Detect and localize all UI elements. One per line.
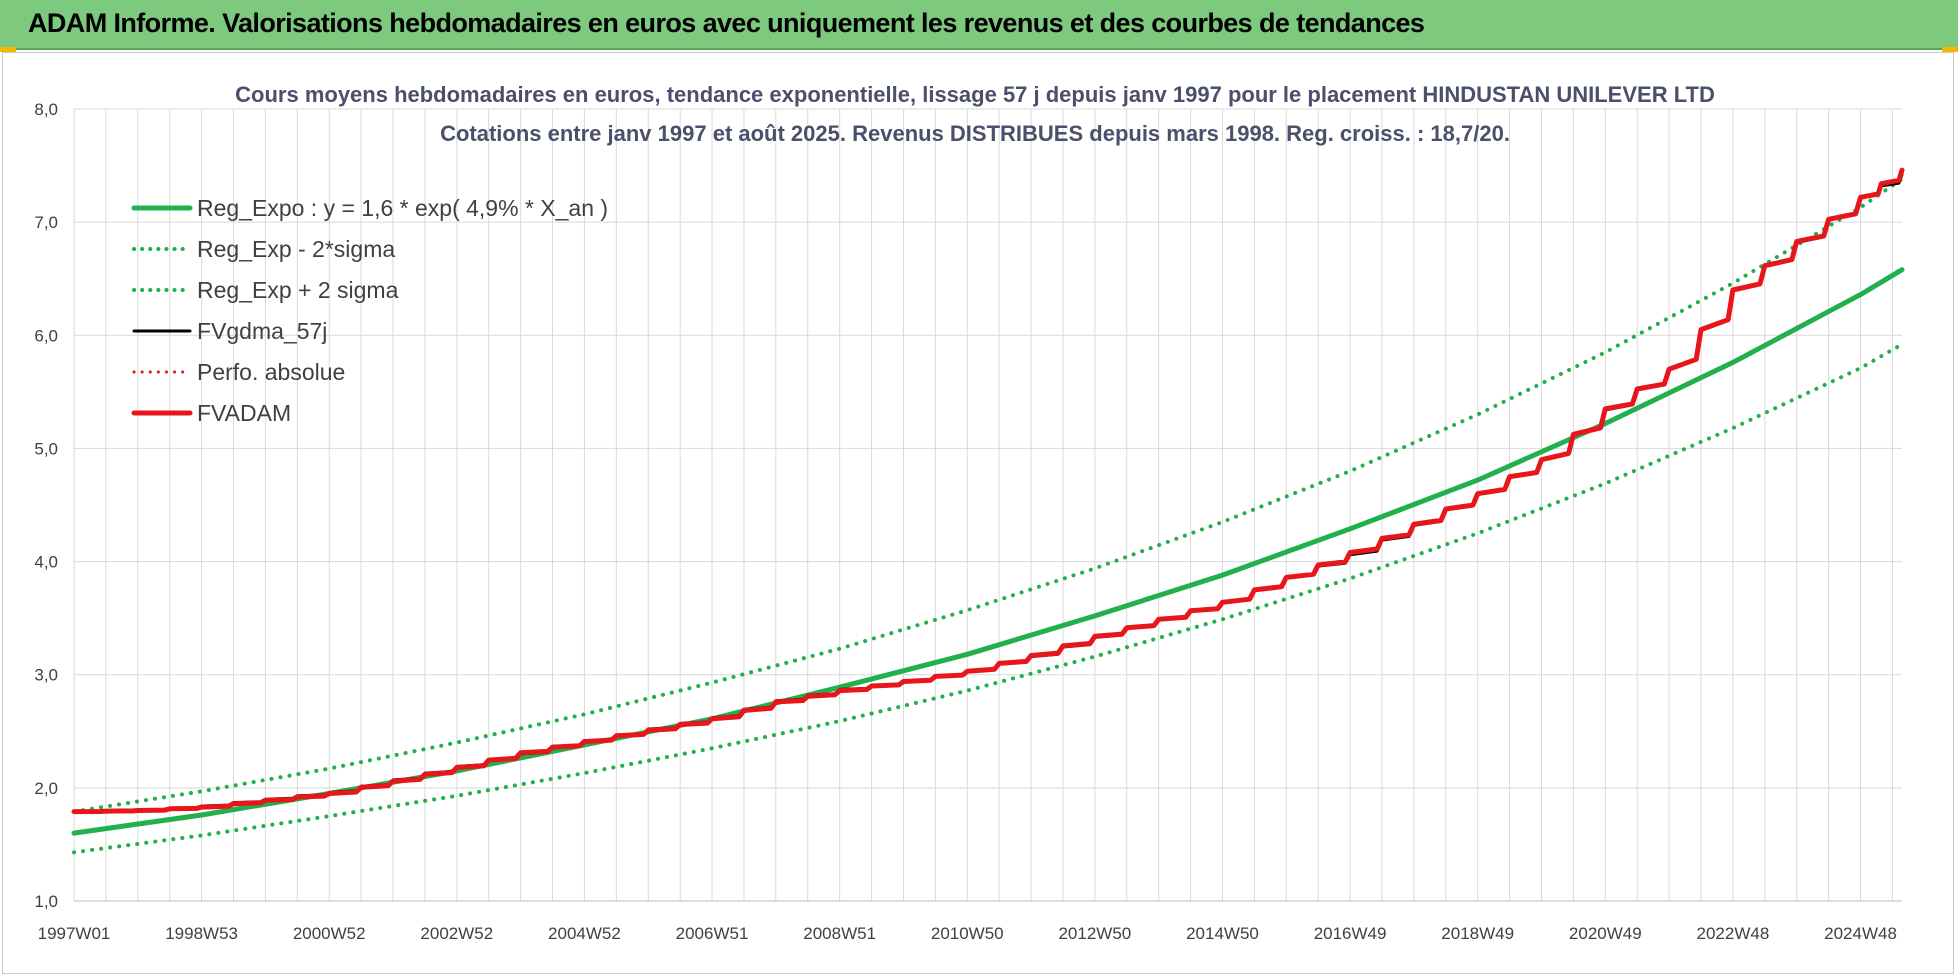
x-tick-label: 2002W52 xyxy=(420,924,493,943)
x-tick-label: 2000W52 xyxy=(293,924,366,943)
chart-title: Cours moyens hebdomadaires en euros, ten… xyxy=(235,82,1715,107)
corner-mark-left xyxy=(0,47,16,52)
y-tick-label: 6,0 xyxy=(34,326,58,345)
legend-entry-reg-exp-2-sigma: Reg_Exp - 2*sigma xyxy=(197,236,395,262)
x-tick-label: 2006W51 xyxy=(676,924,749,943)
chart-legend: Reg_Expo : y = 1,6 * exp( 4,9% * X_an ) R… xyxy=(131,195,608,426)
x-tick-label: 2022W48 xyxy=(1697,924,1770,943)
x-tick-label: 2018W49 xyxy=(1441,924,1514,943)
x-tick-label: 2016W49 xyxy=(1314,924,1387,943)
legend-entry-fvadam: FVADAM xyxy=(197,400,291,426)
x-tick-label: 2014W50 xyxy=(1186,924,1259,943)
x-tick-label: 2020W49 xyxy=(1569,924,1642,943)
grid-layer xyxy=(73,108,1902,902)
y-tick-label: 5,0 xyxy=(34,439,58,458)
legend-entry-reg-exp-2-sigma: Reg_Exp + 2 sigma xyxy=(197,277,399,303)
y-tick-label: 7,0 xyxy=(34,213,58,232)
y-tick-label: 3,0 xyxy=(34,666,58,685)
axis-layer: 1,0 2,0 3,0 4,0 5,0 6,0 7,0 8,0 1997W01 1998W53 20… xyxy=(34,100,1902,943)
x-tick-label: 1997W01 xyxy=(38,924,111,943)
y-tick-label: 4,0 xyxy=(34,553,58,572)
chart-frame xyxy=(2,52,1954,974)
series-line-reg-exp-2-sigma xyxy=(72,177,1904,814)
x-tick-label: 2004W52 xyxy=(548,924,621,943)
x-tick-label: 2012W50 xyxy=(1058,924,1131,943)
x-tick-label: 2010W50 xyxy=(931,924,1004,943)
legend-entry-reg-expo-y-1-6-exp-4-9-x-an: Reg_Expo : y = 1,6 * exp( 4,9% * X_an ) xyxy=(197,195,608,221)
legend-entry-fvgdma-57j: FVgdma_57j xyxy=(197,318,327,344)
x-tick-label: 2024W48 xyxy=(1824,924,1897,943)
series-line-fvgdma-57j xyxy=(72,173,1904,814)
series-line-reg-expo-y-1-6-exp-4-9-x-an xyxy=(71,267,1905,836)
y-tick-label: 1,0 xyxy=(34,892,58,911)
chart-subtitle: Cotations entre janv 1997 et août 2025. … xyxy=(440,121,1510,146)
x-tick-label: 2008W51 xyxy=(803,924,876,943)
series-line-reg-exp-2-sigma xyxy=(72,342,1904,855)
report-banner: ADAM Informe. Valorisations hebdomadaire… xyxy=(0,0,1958,50)
y-tick-label: 2,0 xyxy=(34,779,58,798)
series-line-fvadam xyxy=(71,167,1905,815)
corner-mark-right xyxy=(1942,47,1958,52)
x-tick-label: 1998W53 xyxy=(165,924,238,943)
title-layer: Cours moyens hebdomadaires en euros, ten… xyxy=(235,82,1715,146)
series-layer xyxy=(71,167,1905,855)
banner-title: ADAM Informe. Valorisations hebdomadaire… xyxy=(28,8,1425,38)
legend-entry-perfo-absolue: Perfo. absolue xyxy=(197,359,345,385)
y-tick-label: 8,0 xyxy=(34,100,58,119)
